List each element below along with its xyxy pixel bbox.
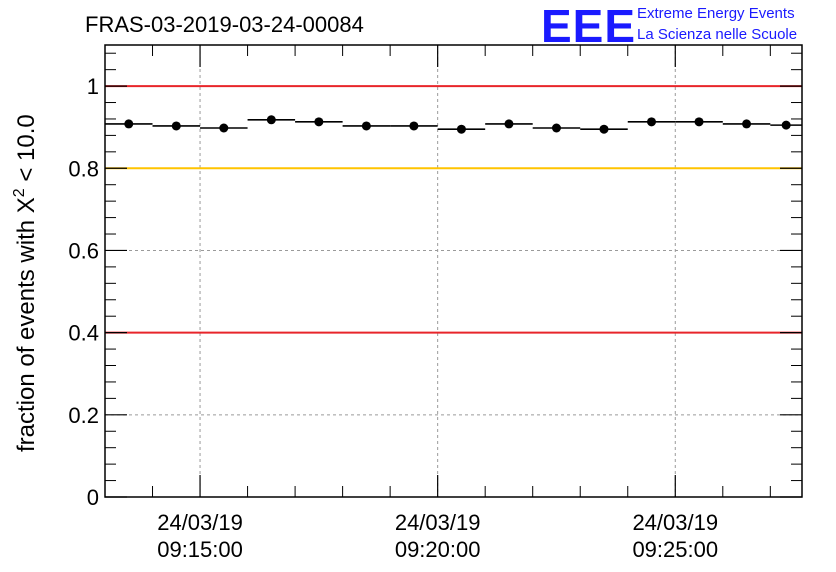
- y-tick-label: 0.4: [68, 321, 99, 346]
- x-tick-time: 09:20:00: [395, 537, 481, 562]
- data-point: [124, 119, 134, 129]
- y-axis-label-suffix: < 10.0: [13, 114, 40, 188]
- data-point: [361, 121, 371, 131]
- chart-title: FRAS-03-2019-03-24-00084: [85, 12, 364, 37]
- logo-line-1: Extreme Energy Events: [637, 5, 795, 22]
- x-tick-time: 09:25:00: [632, 537, 718, 562]
- tick-labels: 00.20.40.60.8124/03/1909:15:0024/03/1909…: [68, 74, 718, 562]
- plot-frame: [104, 44, 803, 498]
- y-tick-label: 0.2: [68, 403, 99, 428]
- reference-lines: [105, 85, 802, 334]
- data-point: [171, 121, 181, 131]
- axis-ticks: [104, 45, 802, 498]
- data-points: [105, 115, 802, 134]
- data-point: [781, 120, 791, 130]
- eee-logo: EEE Extreme Energy Events La Scienza nel…: [541, 0, 797, 52]
- data-point: [647, 117, 657, 127]
- y-axis-label-prefix: fraction of events with: [13, 213, 40, 452]
- y-axis-label-superscript: 2: [11, 188, 28, 197]
- y-tick-label: 0.6: [68, 238, 99, 263]
- y-axis-label-symbol: X: [13, 197, 40, 213]
- data-point: [219, 123, 229, 133]
- data-point: [504, 119, 514, 129]
- data-point: [742, 119, 752, 129]
- data-point: [409, 121, 419, 131]
- data-point: [266, 115, 276, 125]
- data-point: [599, 124, 609, 134]
- y-tick-label: 1: [87, 74, 99, 99]
- y-tick-label: 0: [87, 485, 99, 510]
- y-tick-label: 0.8: [68, 156, 99, 181]
- data-point: [551, 123, 561, 133]
- data-point: [694, 117, 704, 127]
- x-tick-time: 09:15:00: [157, 537, 243, 562]
- x-tick-date: 24/03/19: [395, 510, 481, 535]
- x-tick-date: 24/03/19: [632, 510, 718, 535]
- data-point: [456, 124, 466, 134]
- grid: [105, 45, 802, 497]
- x-tick-date: 24/03/19: [157, 510, 243, 535]
- logo-letters: EEE: [541, 0, 636, 52]
- logo-line-2: La Scienza nelle Scuole: [637, 26, 797, 43]
- data-point: [314, 117, 324, 127]
- y-axis-label: fraction of events with X2 < 10.0: [11, 114, 40, 452]
